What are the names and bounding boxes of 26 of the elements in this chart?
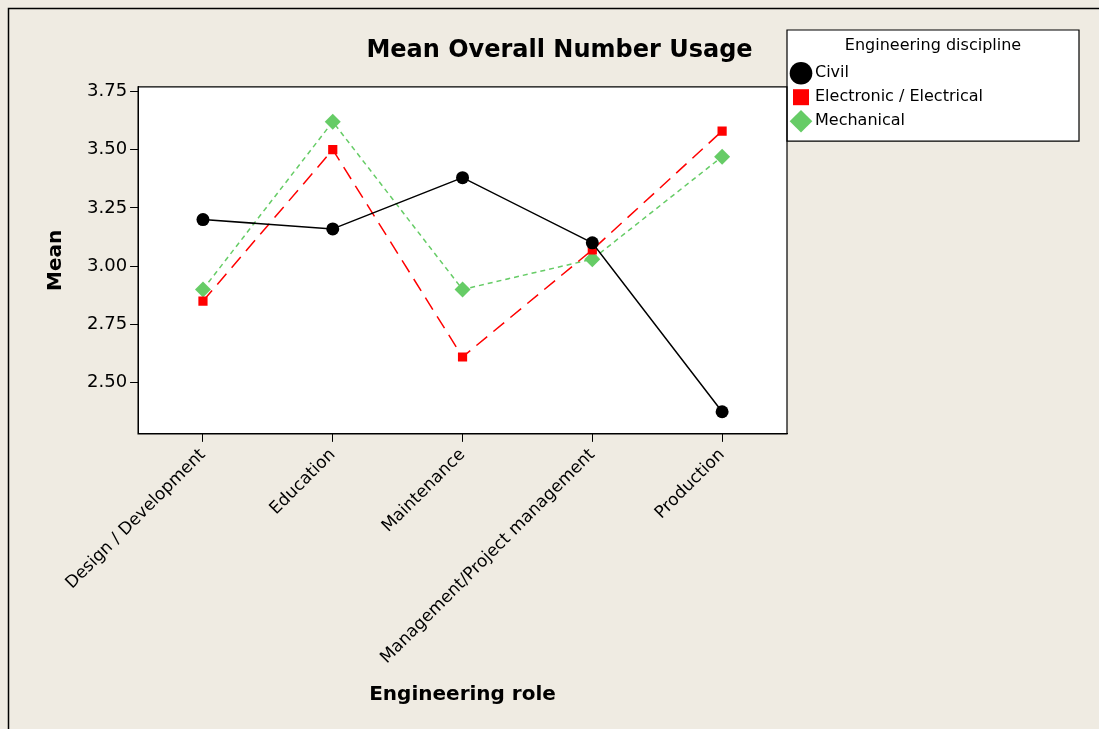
point: [456, 171, 470, 185]
y-tick-label: 2.75: [87, 312, 128, 334]
legend-label: Civil: [815, 62, 849, 82]
point: [324, 113, 341, 130]
point: [454, 281, 471, 298]
y-tick-label: 3.00: [87, 253, 128, 275]
point: [198, 296, 208, 306]
legend-title: Engineering discipline: [844, 35, 1022, 55]
point: [328, 145, 338, 155]
point: [715, 405, 729, 419]
point: [585, 236, 599, 250]
point: [717, 126, 727, 136]
chart-title: Mean Overall Number Usage: [366, 34, 753, 63]
y-tick-label: 3.50: [87, 137, 128, 159]
y-tick-label: 2.50: [87, 370, 128, 392]
point: [457, 352, 468, 362]
point: [714, 148, 731, 165]
legend-label: Mechanical: [815, 110, 906, 130]
y-tick-label: 3.25: [87, 195, 128, 217]
point: [326, 222, 340, 236]
point: [194, 281, 211, 298]
point: [196, 213, 210, 227]
legend-label: Electronic / Electrical: [815, 86, 983, 106]
y-tick-label: 3.75: [87, 79, 128, 101]
x-axis-title: Engineering role: [369, 681, 556, 706]
y-axis-title: Mean: [42, 229, 67, 291]
